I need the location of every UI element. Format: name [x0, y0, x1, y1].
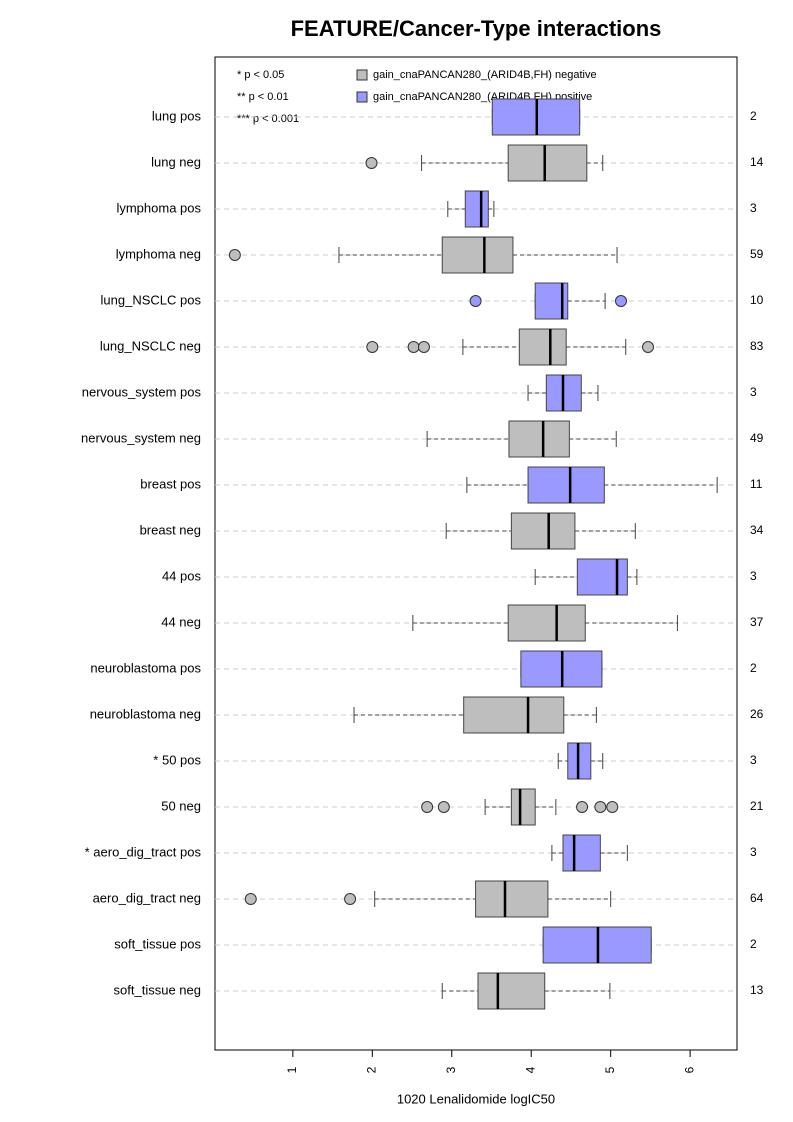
box — [510, 788, 536, 826]
count-label: 49 — [750, 431, 764, 445]
outlier — [407, 341, 420, 353]
outlier — [421, 801, 434, 813]
x-tick-label: 6 — [682, 1066, 696, 1073]
category-label: lung neg — [151, 154, 201, 169]
count-label: 34 — [750, 523, 764, 537]
box — [510, 512, 576, 550]
category-label: breast neg — [140, 522, 201, 537]
count-label: 3 — [750, 753, 757, 767]
outlier — [344, 893, 357, 905]
chart-title: FEATURE/Cancer-Type interactions — [291, 16, 662, 41]
box — [562, 834, 601, 872]
category-label: soft_tissue pos — [114, 936, 201, 951]
count-label: 3 — [750, 845, 757, 859]
count-label: 83 — [750, 339, 764, 353]
category-label: * aero_dig_tract pos — [85, 844, 202, 859]
count-label: 2 — [750, 661, 757, 675]
x-tick-label: 4 — [523, 1066, 537, 1073]
box — [508, 420, 570, 458]
note: ** p < 0.01 — [237, 91, 289, 103]
category-label: breast pos — [140, 476, 201, 491]
count-label: 13 — [750, 983, 764, 997]
category-label: lung_NSCLC neg — [100, 338, 201, 353]
category-label: neuroblastoma pos — [90, 660, 201, 675]
legend-swatch — [356, 69, 368, 81]
count-label: 26 — [750, 707, 764, 721]
count-label: 14 — [750, 155, 764, 169]
legend-label: gain_cnaPANCAN280_(ARID4B,FH) negative — [373, 69, 597, 81]
outlier — [437, 801, 450, 813]
outlier — [606, 801, 619, 813]
count-label: 59 — [750, 247, 764, 261]
outlier — [594, 801, 607, 813]
note: * p < 0.05 — [237, 69, 284, 81]
category-label: lymphoma neg — [116, 246, 201, 261]
box — [441, 236, 514, 274]
box — [576, 558, 628, 596]
count-label: 3 — [750, 201, 757, 215]
category-label: nervous_system pos — [82, 384, 202, 399]
plot-frame — [214, 56, 738, 1051]
x-axis-label: 1020 Lenalidomide logIC50 — [397, 1091, 555, 1106]
count-label: 11 — [750, 477, 763, 491]
x-tick-label: 5 — [603, 1066, 617, 1073]
box — [463, 696, 565, 734]
category-label: aero_dig_tract neg — [93, 890, 201, 905]
category-label: 50 neg — [161, 798, 201, 813]
category-label: 44 neg — [161, 614, 201, 629]
x-tick-label: 2 — [364, 1066, 378, 1073]
category-label: lung_NSCLC pos — [101, 292, 202, 307]
outlier — [366, 341, 379, 353]
x-tick-label: 1 — [285, 1066, 299, 1073]
count-label: 64 — [750, 891, 764, 905]
outlier — [576, 801, 589, 813]
outlier — [244, 893, 257, 905]
count-label: 2 — [750, 109, 757, 123]
category-label: lung pos — [152, 108, 202, 123]
category-label: neuroblastoma neg — [90, 706, 201, 721]
category-label: nervous_system neg — [81, 430, 201, 445]
outlier — [469, 295, 482, 307]
box — [477, 972, 546, 1010]
box — [475, 880, 549, 918]
box — [464, 190, 489, 228]
outlier — [365, 157, 378, 169]
outlier — [228, 249, 241, 261]
outlier — [417, 341, 430, 353]
category-label: * 50 pos — [153, 752, 201, 767]
box — [518, 328, 567, 366]
count-label: 3 — [750, 385, 757, 399]
count-label: 37 — [750, 615, 764, 629]
count-label: 2 — [750, 937, 757, 951]
count-label: 10 — [750, 293, 764, 307]
category-label: 44 pos — [162, 568, 202, 583]
outlier — [615, 295, 627, 307]
category-label: soft_tissue neg — [114, 982, 201, 997]
count-label: 21 — [750, 799, 764, 813]
category-label: lymphoma pos — [116, 200, 201, 215]
outlier — [642, 341, 655, 353]
note: *** p < 0.001 — [237, 113, 299, 125]
x-tick-label: 3 — [444, 1066, 458, 1073]
box — [507, 144, 588, 182]
legend-swatch — [356, 91, 368, 103]
box — [527, 466, 605, 504]
box — [507, 604, 586, 642]
count-label: 3 — [750, 569, 757, 583]
